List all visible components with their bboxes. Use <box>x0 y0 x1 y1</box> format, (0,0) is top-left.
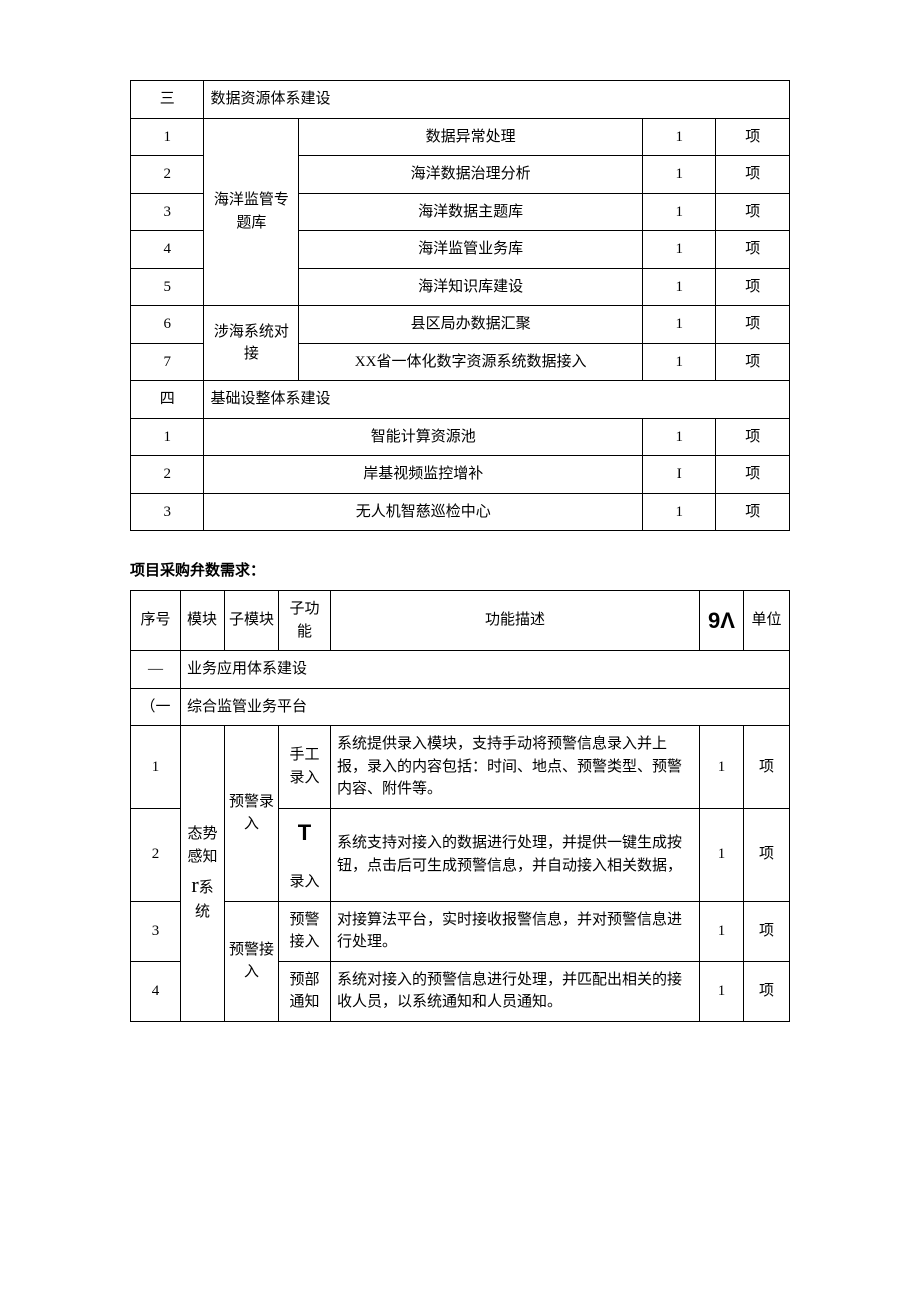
header-seq: 序号 <box>131 591 181 651</box>
item-qty: 1 <box>700 726 744 809</box>
section-title: 基础设整体系建设 <box>204 381 790 419</box>
item-unit: 项 <box>744 901 790 961</box>
header-unit: 单位 <box>744 591 790 651</box>
item-qty: 1 <box>642 418 715 456</box>
table-row: — 业务应用体系建设 <box>131 651 790 689</box>
item-unit: 项 <box>744 808 790 901</box>
item-name: 海洋数据主题库 <box>299 193 643 231</box>
item-qty: 1 <box>642 343 715 381</box>
table-requirements: 序号 模块 子模块 子功能 功能描述 9Λ 单位 — 业务应用体系建设 （一 综… <box>130 590 790 1022</box>
item-qty: 1 <box>642 306 715 344</box>
item-unit: 项 <box>716 193 790 231</box>
item-unit: 项 <box>744 961 790 1021</box>
table-row: 1 态势感知r系统 预警录入 手工录入 系统提供录入模块，支持手动将预警信息录入… <box>131 726 790 809</box>
row-num: 4 <box>131 961 181 1021</box>
row-num: 1 <box>131 418 204 456</box>
item-qty: 1 <box>642 231 715 269</box>
item-name: 无人机智慈巡检中心 <box>204 493 643 531</box>
subfunc: 手工录入 <box>279 726 331 809</box>
module-label: 态势感知r系统 <box>181 726 225 1022</box>
submodule-label: 预警接入 <box>225 901 279 1021</box>
row-num: 3 <box>131 493 204 531</box>
item-name: 数据异常处理 <box>299 118 643 156</box>
item-unit: 项 <box>716 268 790 306</box>
item-unit: 项 <box>716 118 790 156</box>
row-num: 3 <box>131 193 204 231</box>
item-qty: 1 <box>642 156 715 194</box>
table-resource: 三 数据资源体系建设 1 海洋监管专题库 数据异常处理 1 项 2 海洋数据治理… <box>130 80 790 531</box>
row-num: 2 <box>131 156 204 194</box>
row-num: 3 <box>131 901 181 961</box>
header-submodule: 子模块 <box>225 591 279 651</box>
header-qty: 9Λ <box>700 591 744 651</box>
desc: 系统支持对接入的数据进行处理，并提供一键生成按钮，点击后可生成预警信息，并自动接… <box>331 808 700 901</box>
row-num: 1 <box>131 118 204 156</box>
table-row: 四 基础设整体系建设 <box>131 381 790 419</box>
item-qty: 1 <box>642 118 715 156</box>
table-row: 2 岸基视频监控增补 I 项 <box>131 456 790 494</box>
item-name: XX省一体化数字资源系统数据接入 <box>299 343 643 381</box>
item-unit: 项 <box>716 493 790 531</box>
group-label: 涉海系统对接 <box>204 306 299 381</box>
item-unit: 项 <box>716 343 790 381</box>
item-unit: 项 <box>716 418 790 456</box>
subfunc: 预警接入 <box>279 901 331 961</box>
item-qty: I <box>642 456 715 494</box>
section-label: — <box>131 651 181 689</box>
item-qty: 1 <box>642 493 715 531</box>
group-label: 海洋监管专题库 <box>204 118 299 306</box>
subfunc: T录入 <box>279 808 331 901</box>
subfunc: 预部通知 <box>279 961 331 1021</box>
header-module: 模块 <box>181 591 225 651</box>
section-label: 四 <box>131 381 204 419</box>
desc: 对接算法平台，实时接收报警信息，并对预警信息进行处理。 <box>331 901 700 961</box>
item-name: 海洋知识库建设 <box>299 268 643 306</box>
table-row: 三 数据资源体系建设 <box>131 81 790 119</box>
table-row: 6 涉海系统对接 县区局办数据汇聚 1 项 <box>131 306 790 344</box>
submodule-label: 预警录入 <box>225 726 279 902</box>
item-qty: 1 <box>642 268 715 306</box>
item-unit: 项 <box>716 456 790 494</box>
table-row: 3 无人机智慈巡检中心 1 项 <box>131 493 790 531</box>
desc: 系统对接入的预警信息进行处理，并匹配出相关的接收人员，以系统通知和人员通知。 <box>331 961 700 1021</box>
row-num: 2 <box>131 808 181 901</box>
row-num: 7 <box>131 343 204 381</box>
item-unit: 项 <box>744 726 790 809</box>
row-num: 2 <box>131 456 204 494</box>
row-num: 6 <box>131 306 204 344</box>
table-row: 1 智能计算资源池 1 项 <box>131 418 790 456</box>
section-title: 业务应用体系建设 <box>181 651 790 689</box>
section-title: 综合监管业务平台 <box>181 688 790 726</box>
table-row: （一 综合监管业务平台 <box>131 688 790 726</box>
subtitle: 项目采购弁数需求： <box>130 559 790 580</box>
row-num: 1 <box>131 726 181 809</box>
item-unit: 项 <box>716 231 790 269</box>
table-row: 1 海洋监管专题库 数据异常处理 1 项 <box>131 118 790 156</box>
item-qty: 1 <box>700 901 744 961</box>
desc: 系统提供录入模块，支持手动将预警信息录入并上报，录入的内容包括：时间、地点、预警… <box>331 726 700 809</box>
header-subfunc: 子功能 <box>279 591 331 651</box>
item-name: 海洋监管业务库 <box>299 231 643 269</box>
table-row: 3 预警接入 预警接入 对接算法平台，实时接收报警信息，并对预警信息进行处理。 … <box>131 901 790 961</box>
item-qty: 1 <box>642 193 715 231</box>
row-num: 5 <box>131 268 204 306</box>
table-header-row: 序号 模块 子模块 子功能 功能描述 9Λ 单位 <box>131 591 790 651</box>
header-desc: 功能描述 <box>331 591 700 651</box>
item-qty: 1 <box>700 808 744 901</box>
item-name: 县区局办数据汇聚 <box>299 306 643 344</box>
item-qty: 1 <box>700 961 744 1021</box>
section-title: 数据资源体系建设 <box>204 81 790 119</box>
item-unit: 项 <box>716 306 790 344</box>
item-name: 海洋数据治理分析 <box>299 156 643 194</box>
row-num: 4 <box>131 231 204 269</box>
section-label: （一 <box>131 688 181 726</box>
item-name: 岸基视频监控增补 <box>204 456 643 494</box>
section-label: 三 <box>131 81 204 119</box>
item-name: 智能计算资源池 <box>204 418 643 456</box>
item-unit: 项 <box>716 156 790 194</box>
